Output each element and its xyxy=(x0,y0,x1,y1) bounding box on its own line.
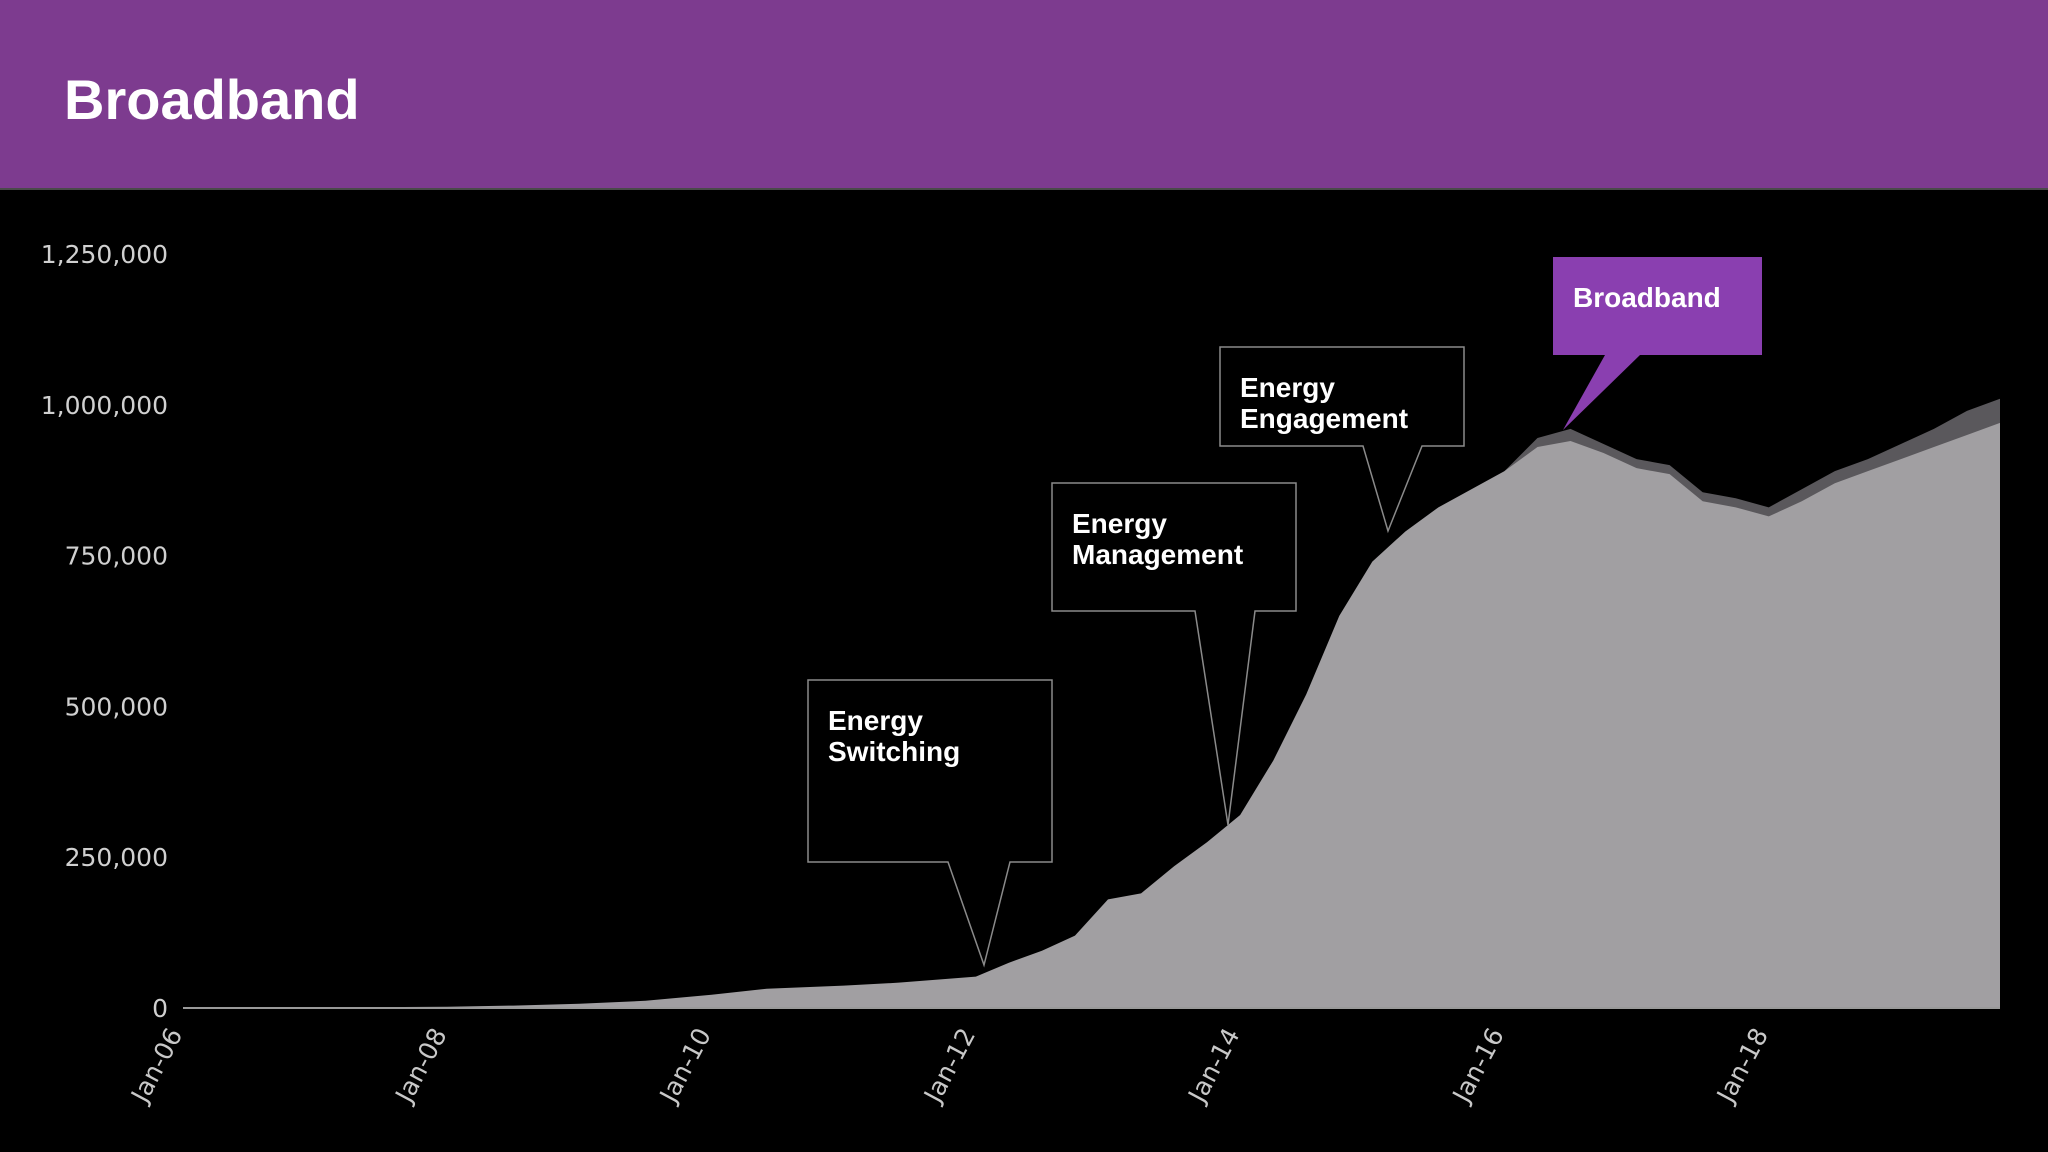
callout-label: Energy xyxy=(828,705,923,736)
callout-label: Switching xyxy=(828,736,960,767)
callout-shape xyxy=(807,679,1053,968)
annotation-layer: EnergySwitchingEnergyManagementEnergyEng… xyxy=(807,257,1762,968)
x-tick-label: Jan-06 xyxy=(124,1023,188,1108)
y-tick-label: 250,000 xyxy=(65,843,168,872)
x-tick-label: Jan-18 xyxy=(1710,1023,1774,1108)
callout-label: Energy xyxy=(1240,372,1335,403)
annotation-callout: Broadband xyxy=(1553,257,1762,430)
y-tick-label: 500,000 xyxy=(65,692,168,721)
x-tick-label: Jan-12 xyxy=(917,1023,981,1108)
y-tick-label: 1,000,000 xyxy=(41,391,168,420)
callout-label: Management xyxy=(1072,539,1243,570)
header-bar: Broadband xyxy=(0,0,2048,190)
y-tick-label: 1,250,000 xyxy=(41,240,168,269)
x-axis-ticks: Jan-06 Jan-08 Jan-10 Jan-12 Jan-14 Jan-16 Jan-… xyxy=(124,1023,1774,1108)
series-main-area xyxy=(183,422,2000,1008)
callout-shape xyxy=(1553,257,1762,430)
x-tick-label: Jan-10 xyxy=(653,1023,717,1108)
x-tick-label: Jan-16 xyxy=(1446,1023,1510,1108)
callout-label: Energy xyxy=(1072,508,1167,539)
y-tick-label: 750,000 xyxy=(65,542,168,571)
y-axis-ticks: 0 250,000 500,000 750,000 1,000,000 1,250,000 xyxy=(41,240,168,1023)
callout-shape xyxy=(1219,346,1465,534)
area-layer xyxy=(183,398,2000,1009)
callout-shape xyxy=(1051,482,1297,826)
page-title: Broadband xyxy=(64,68,360,131)
callout-label: Engagement xyxy=(1240,403,1408,434)
x-tick-label: Jan-08 xyxy=(389,1023,453,1108)
y-tick-label: 0 xyxy=(152,994,168,1023)
callout-label: Broadband xyxy=(1573,282,1721,313)
x-tick-label: Jan-14 xyxy=(1182,1023,1246,1108)
